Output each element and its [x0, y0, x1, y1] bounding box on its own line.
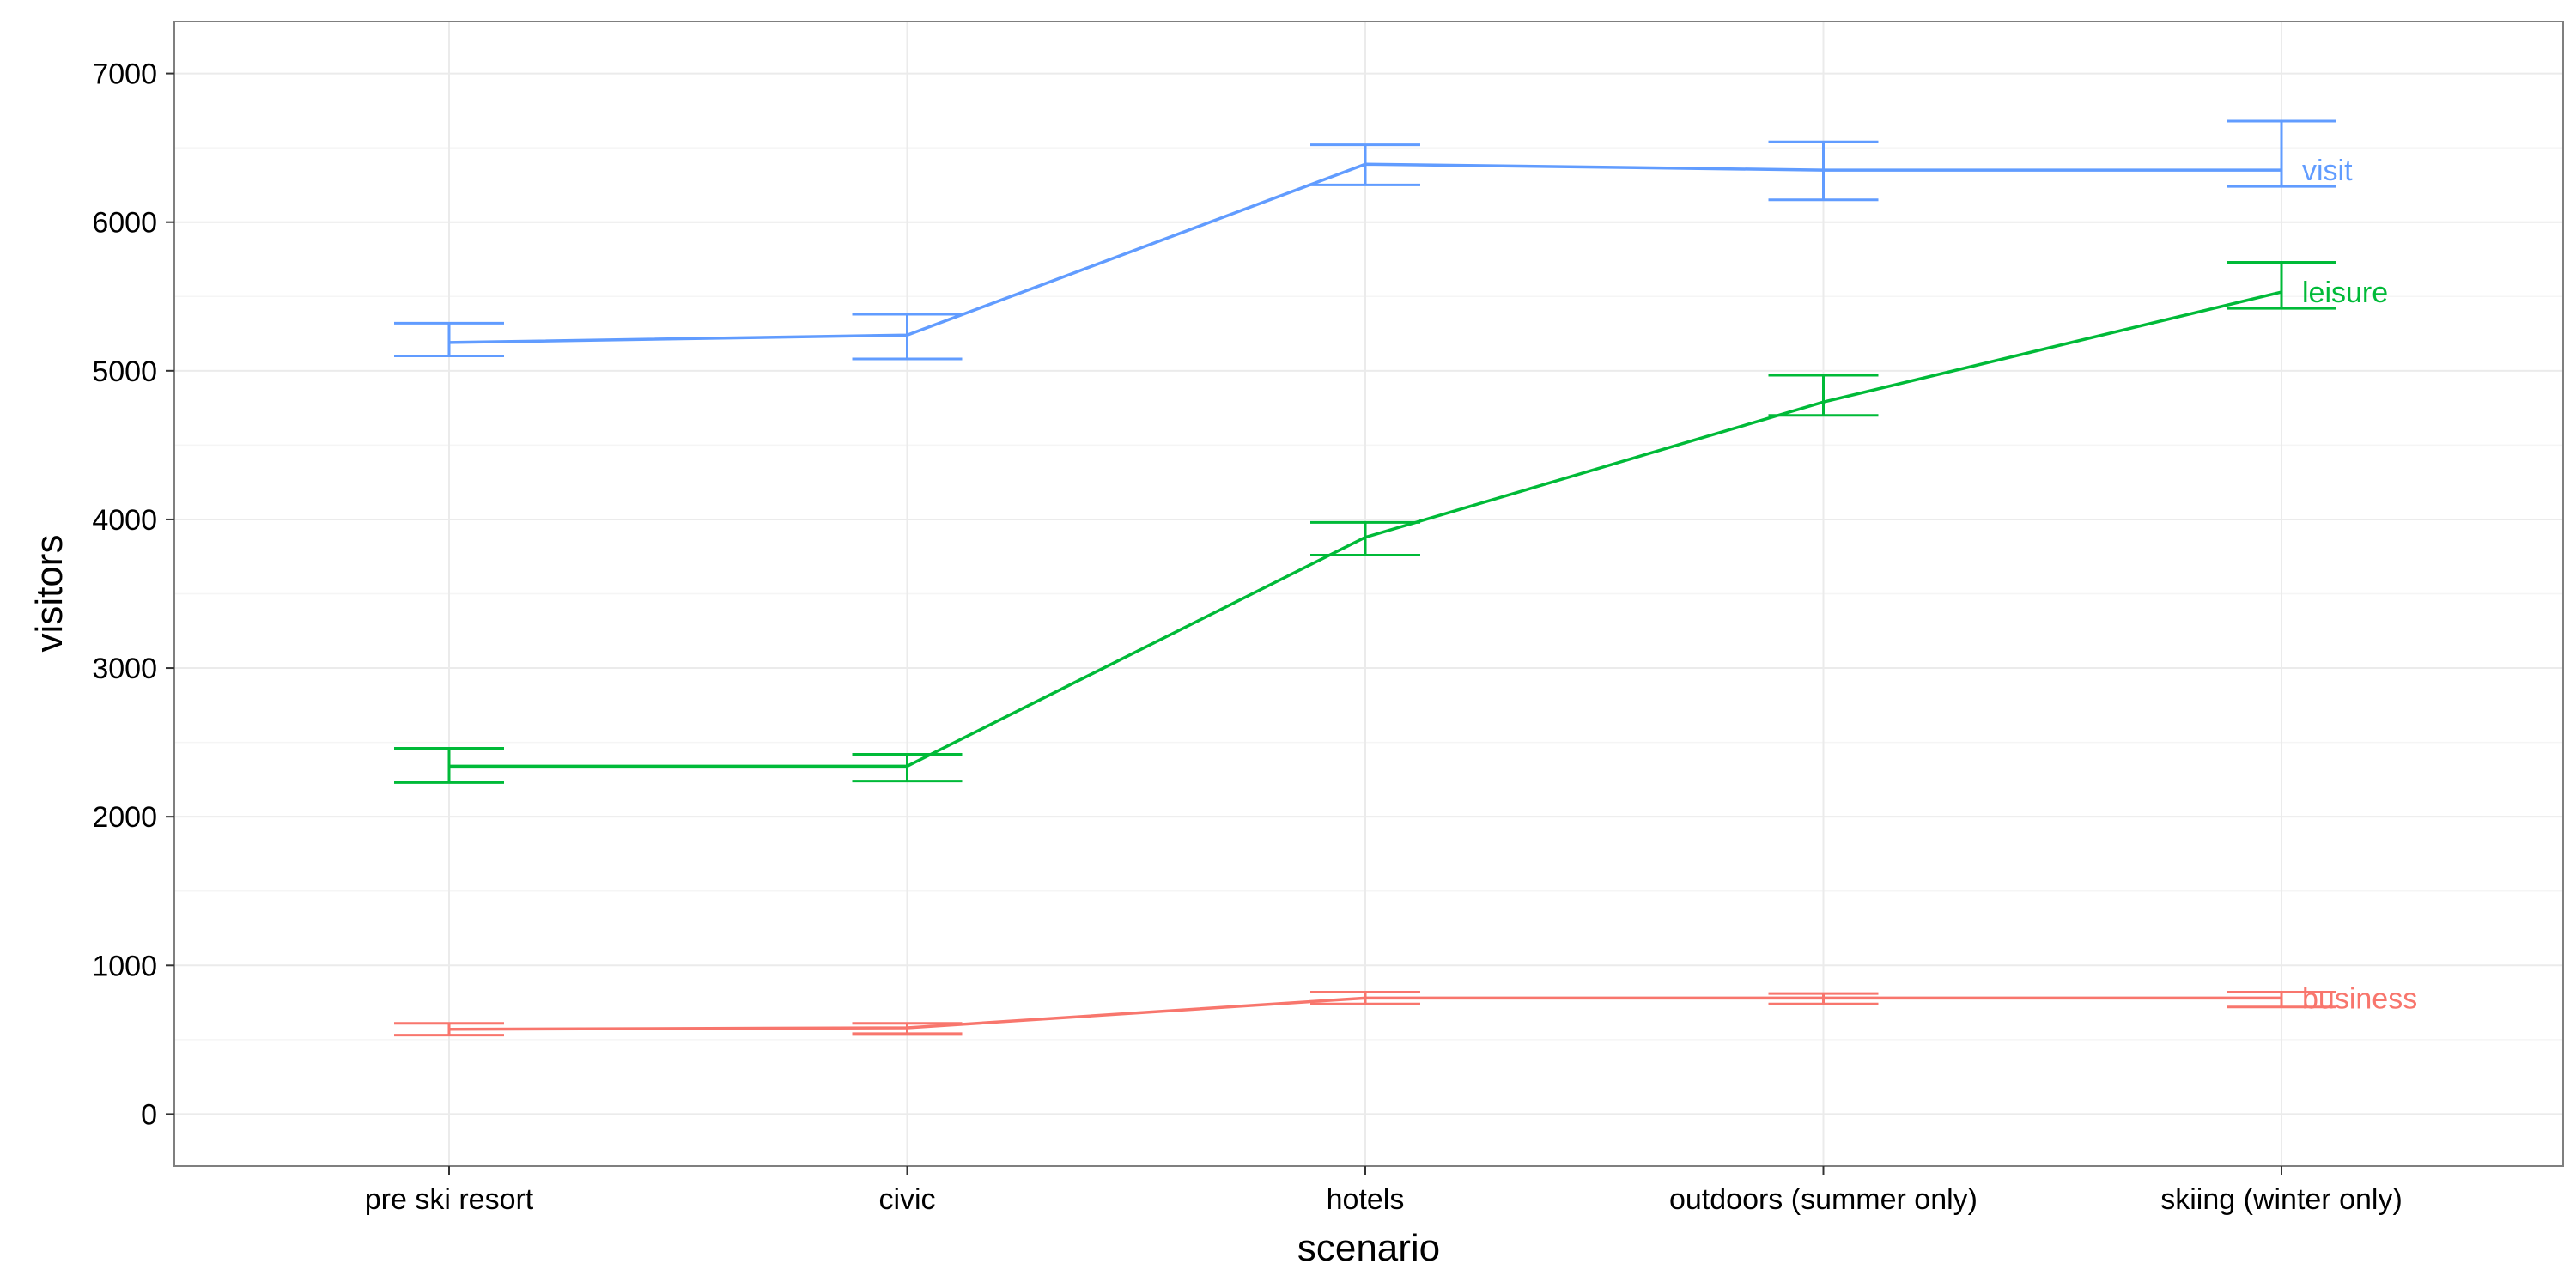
y-tick-label: 3000	[92, 653, 157, 685]
series-label-visit: visit	[2302, 155, 2353, 187]
x-tick-label: skiing (winter only)	[2160, 1183, 2403, 1216]
grid-lines	[174, 21, 2563, 1166]
series-line-leisure	[449, 290, 2282, 769]
y-tick-label: 0	[141, 1098, 157, 1131]
y-tick-label: 1000	[92, 950, 157, 982]
y-tick-label: 7000	[92, 58, 157, 91]
series-label-business: business	[2302, 982, 2417, 1015]
series-line-visit	[448, 162, 2281, 344]
x-tick-label: civic	[878, 1183, 935, 1216]
y-tick-label: 2000	[92, 801, 157, 834]
axes: 0 1000 2000 3000 4000 5000 6000 7000 pre ski res…	[92, 58, 2402, 1216]
y-tick-label: 5000	[92, 355, 157, 388]
series-layer: visit leisure business	[394, 119, 2417, 1037]
x-axis-title: scenario	[1297, 1227, 1440, 1269]
x-tick-label: pre ski resort	[365, 1183, 534, 1216]
y-tick-label: 6000	[92, 207, 157, 240]
series-label-leisure: leisure	[2302, 276, 2388, 309]
series-line-business	[448, 996, 2281, 1031]
plot-border	[173, 21, 2564, 1167]
y-axis-title: visitors	[28, 535, 70, 653]
x-tick-label: hotels	[1327, 1183, 1405, 1216]
y-tick-label: 4000	[92, 504, 157, 537]
x-tick-label: outdoors (summer only)	[1669, 1183, 1978, 1216]
